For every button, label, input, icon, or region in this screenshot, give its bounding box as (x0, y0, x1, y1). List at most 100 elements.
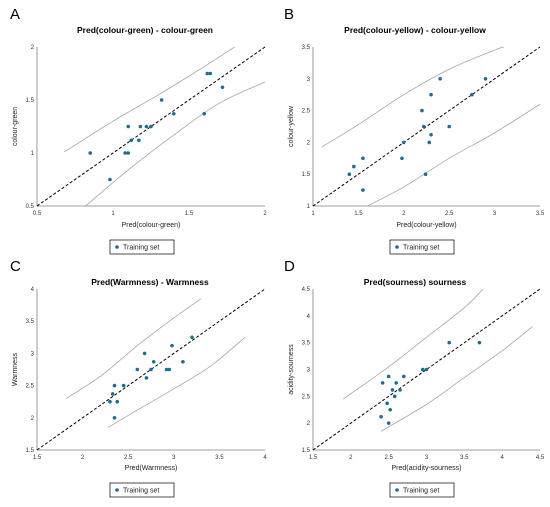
panel-b-legend-label: Training set (403, 245, 439, 252)
panel-b-data-point (421, 124, 426, 129)
panel-d-data-point (390, 388, 395, 392)
panel-d-data-point (402, 374, 406, 379)
panel-a-data-point (172, 111, 176, 116)
panel-c-x-tick-label: 3 (172, 455, 176, 461)
panel-b-data-point (361, 156, 365, 161)
panel-d-data-point (380, 381, 385, 385)
panel-b-data-point (402, 140, 406, 145)
panel-a-y-tick-label: 1.5 (26, 98, 35, 104)
panel-b-y-tick-label: 1 (307, 204, 311, 210)
panel-a-y-tick-label: 2 (31, 45, 35, 51)
panel-c-x-axis-label: Pred(Warmness) (125, 465, 178, 472)
panel-a-data-point (126, 151, 130, 155)
panel-d-x-axis-label: Pred(acidity-sourness) (391, 465, 461, 472)
panel-d-y-tick-label: 2 (307, 421, 311, 427)
panel-c-y-tick-label: 4 (31, 287, 35, 293)
panel-d-x-tick-label: 3.5 (460, 455, 469, 461)
panel-c-data-point (135, 367, 140, 372)
panel-c-y-tick-label: 2.5 (26, 384, 35, 390)
panel-d-y-tick-label: 1.5 (302, 448, 311, 454)
panel-c-data-point (115, 399, 120, 404)
panel-a-data-point (159, 98, 164, 102)
panel-c-x-tick-label: 2.5 (124, 455, 133, 461)
panel-c-letter: C (10, 258, 21, 275)
panel-c-x-tick-label: 4 (263, 455, 267, 461)
panel-c-data-point (112, 416, 117, 420)
panel-d-data-point (386, 421, 391, 425)
panel-c-data-point (164, 367, 169, 372)
panel-c-legend (109, 482, 175, 498)
panel-d-x-tick-label: 4 (500, 455, 504, 461)
panel-b-data-point (447, 124, 452, 129)
panel-d-legend-label: Training set (403, 488, 439, 495)
panel-c-data-point (151, 359, 156, 364)
panel-d-data-point (398, 388, 402, 392)
panel-a-y-tick-label: 1 (31, 151, 35, 157)
panel-c-x-tick-label: 1.5 (33, 455, 42, 461)
panel-c-legend-label: Training set (123, 488, 159, 495)
panel-d-data-point (424, 367, 429, 372)
panel-b-x-tick-label: 2.5 (445, 211, 454, 217)
panel-b-data-point (352, 164, 356, 169)
panel-d-letter: D (284, 258, 295, 275)
panel-a-data-point (123, 151, 127, 155)
panel-b-letter: B (284, 6, 294, 23)
panel-b-data-point (427, 140, 432, 145)
panel-d-y-tick-label: 4 (307, 314, 311, 320)
panel-b-reference-line (312, 46, 541, 207)
panel-d-y-axis-label: acidity-sourness (288, 344, 295, 395)
panel-b-x-tick-label: 3 (493, 211, 497, 217)
panel-a-x-tick-label: 0.5 (33, 211, 42, 217)
panel-a-data-point (149, 124, 153, 129)
panel-b-data-point (420, 108, 424, 113)
panel-b-data-point (438, 77, 442, 81)
panel-b-legend (389, 239, 455, 255)
panel-d-x-tick-label: 3 (425, 455, 429, 461)
panel-d-data-point (394, 381, 399, 385)
panel-d-data-point (392, 394, 397, 399)
panel-b-data-point (347, 172, 352, 176)
panel-b-legend-marker (395, 245, 399, 249)
panel-c-reference-line (36, 288, 266, 451)
panel-a-data-point (205, 71, 210, 76)
panel-b-x-tick-label: 1.5 (354, 211, 363, 217)
panel-a-letter: A (10, 6, 20, 23)
panel-c-y-tick-label: 1.5 (26, 448, 35, 454)
panel-d-data-point (388, 407, 392, 412)
panel-d-y-tick-label: 3 (307, 368, 311, 374)
panel-d-data-point (379, 414, 383, 419)
panel-c-y-tick-label: 3 (31, 351, 35, 357)
panel-c-data-point (167, 367, 172, 372)
panel-b-upper-band (321, 46, 504, 148)
panel-a-data-point (129, 138, 134, 143)
panel-b-data-point (400, 156, 404, 161)
panel-b-x-tick-label: 1 (311, 211, 315, 217)
panel-d-y-tick-label: 4.5 (302, 287, 311, 293)
panel-d-legend-marker (395, 488, 399, 492)
panel-c-data-point (190, 335, 194, 340)
panel-a-y-tick-label: 0.5 (26, 204, 35, 210)
panel-d-title: Pred(sourness) sourness (364, 277, 467, 287)
panel-d-lower-band (380, 326, 533, 432)
panel-a-x-tick-label: 1 (111, 211, 115, 217)
panel-c-data-point (181, 359, 185, 364)
panel-c-y-tick-label: 2 (31, 416, 35, 422)
panel-b-y-tick-label: 3 (307, 77, 311, 83)
panel-c-data-point (149, 367, 153, 372)
panel-a-data-point (220, 85, 225, 90)
panel-a-upper-band (64, 46, 235, 153)
panel-b-data-point (483, 77, 488, 81)
panel-b-data-point (429, 92, 433, 97)
panel-b-y-tick-label: 3.5 (302, 45, 311, 51)
panel-a-lower-band (85, 81, 266, 207)
panel-d-reference-line (312, 288, 541, 451)
panel-b-data-point (429, 132, 433, 137)
panel-c-data-point (121, 383, 126, 388)
panel-c-y-axis-label: Warmness (12, 352, 19, 386)
panel-d-x-tick-label: 2 (349, 455, 353, 461)
panel-d-legend (389, 482, 455, 498)
panel-a-reference-line (36, 46, 266, 207)
panel-a-data-point (208, 71, 213, 76)
panel-d-data-point (420, 367, 425, 372)
